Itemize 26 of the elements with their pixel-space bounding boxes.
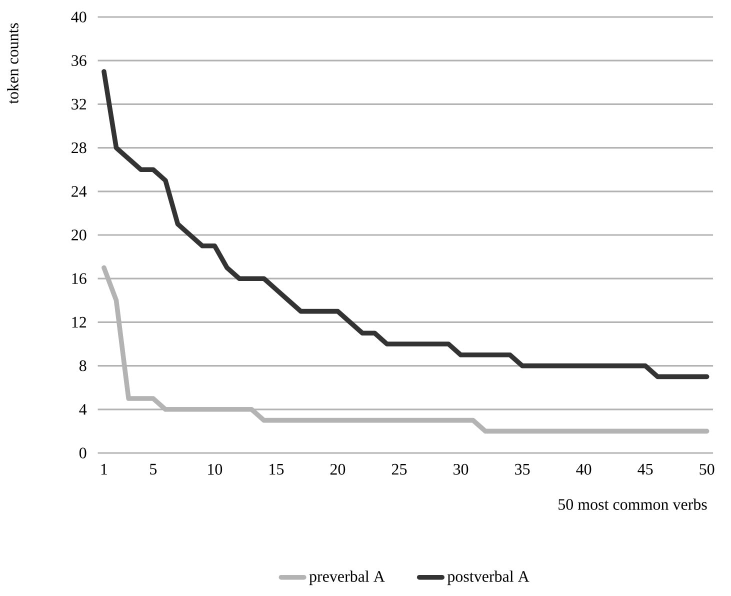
legend-label: postverbal A <box>447 570 530 586</box>
x-tick-label: 5 <box>150 464 157 475</box>
y-tick-label: 0 <box>79 448 86 458</box>
x-tick-label: 35 <box>515 464 530 475</box>
y-tick-label: 20 <box>72 230 86 240</box>
y-tick-label: 8 <box>79 360 86 372</box>
x-tick-label: 45 <box>638 464 653 475</box>
x-tick-label: 40 <box>576 464 592 475</box>
y-tick-label: 16 <box>72 273 86 284</box>
y-tick-label: 40 <box>71 12 86 22</box>
legend-label: preverbal A <box>309 570 385 586</box>
x-tick-label: 1 <box>101 464 107 474</box>
y-tick-label: 4 <box>79 404 87 415</box>
y-tick-label: 32 <box>72 98 86 110</box>
y-tick-label: 36 <box>72 55 86 66</box>
x-axis-title: 50 most common verbs <box>558 498 707 510</box>
x-tick-label: 50 <box>700 464 714 475</box>
x-tick-label: 10 <box>208 464 222 475</box>
y-tick-label: 24 <box>72 186 87 197</box>
x-tick-label: 15 <box>270 464 284 475</box>
y-tick-label: 12 <box>72 316 86 328</box>
y-tick-label: 28 <box>72 142 86 154</box>
x-tick-label: 20 <box>330 464 346 475</box>
x-tick-label: 30 <box>454 464 468 475</box>
y-axis-title: token counts <box>7 23 18 104</box>
x-tick-label: 25 <box>392 464 407 475</box>
